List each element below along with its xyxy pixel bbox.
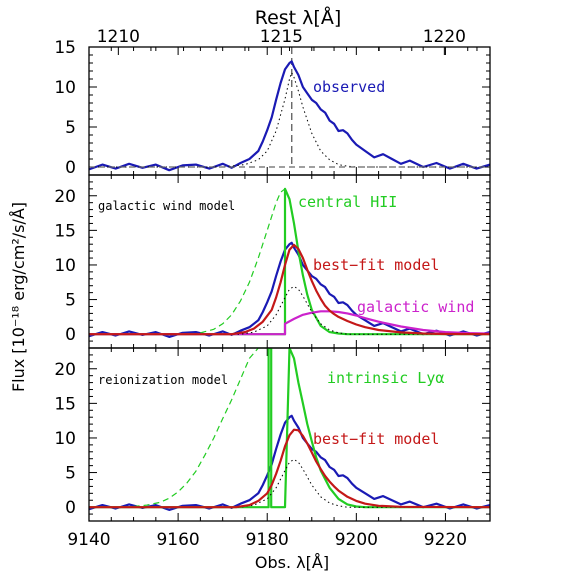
y-axis-title: Flux [10⁻¹⁸ erg/cm²/s/Å]: [9, 202, 28, 392]
series-intrinsic-ly: [89, 348, 490, 509]
y-tick-label: 5: [65, 118, 76, 138]
panel-galactic-wind: 0 5 10 15 20 galactic wind model central HII be…: [54, 174, 491, 349]
rest-wavelength-axis: 1210 1215 1220: [97, 27, 478, 55]
panel-frame: [88, 347, 491, 522]
annotation-label: best−fit model: [313, 430, 439, 448]
y-tick-label: 10: [54, 256, 76, 276]
y-tick-label: 15: [54, 38, 76, 58]
annotation-label: central HII: [298, 193, 397, 211]
series-group: [89, 187, 490, 338]
series-model: [89, 285, 490, 335]
figure-panels: 0 5 10 15 observed 0 5 10 15 20 galactic wind mode…: [54, 38, 491, 522]
annotation-label: observed: [313, 78, 385, 96]
x-tick-label: 9180: [246, 530, 289, 550]
series-central-hii-intrinsic: [200, 188, 286, 334]
annotation-label: galactic wind model: [98, 199, 235, 213]
panel-frame: [88, 46, 491, 176]
y-tick-label: 0: [65, 158, 76, 178]
series-intrinsic-ly-dashed: [133, 348, 268, 508]
y-tick-label: 10: [54, 429, 76, 449]
rest-tick-label: 1210: [97, 27, 140, 47]
observed-wavelength-axis: 9140 9160 9180 9200 9220: [67, 530, 467, 550]
x-tick-label: 9200: [335, 530, 378, 550]
series-central-hii: [89, 187, 490, 336]
series-group: [89, 47, 490, 172]
x-tick-label: 9220: [424, 530, 467, 550]
y-tick-label: 5: [65, 464, 76, 484]
annotation-label: reionization model: [98, 373, 228, 387]
series-galactic-wind: [89, 310, 490, 336]
series-observed: [89, 60, 490, 172]
series-group: [89, 348, 490, 511]
y-tick-label: 20: [54, 187, 76, 207]
y-tick-label: 15: [54, 394, 76, 414]
panel-observed: 0 5 10 15 observed: [54, 38, 491, 178]
annotation-label: best−fit model: [313, 256, 439, 274]
series-best-fit-model: [89, 428, 490, 509]
y-tick-label: 0: [65, 325, 76, 345]
annotation-label: galactic wind: [357, 298, 474, 316]
series-best-fit-model: [89, 243, 490, 336]
x-tick-label: 9160: [156, 530, 199, 550]
rest-tick-label: 1215: [260, 27, 303, 47]
y-tick-label: 5: [65, 291, 76, 311]
annotation-label: intrinsic Lyα: [327, 369, 444, 387]
x-tick-label: 9140: [67, 530, 110, 550]
series-model: [89, 458, 490, 508]
y-tick-label: 15: [54, 221, 76, 241]
panel-reionization: 0 5 10 15 20 reionization model intrinsic Lyα b…: [54, 347, 491, 522]
y-tick-label: 20: [54, 360, 76, 380]
series-model: [89, 72, 490, 168]
y-tick-label: 0: [65, 498, 76, 518]
top-axis-title: Rest λ[Å]: [255, 6, 342, 29]
rest-tick-label: 1220: [423, 27, 466, 47]
bottom-axis-title: Obs. λ[Å]: [255, 553, 329, 572]
y-tick-label: 10: [54, 78, 76, 98]
